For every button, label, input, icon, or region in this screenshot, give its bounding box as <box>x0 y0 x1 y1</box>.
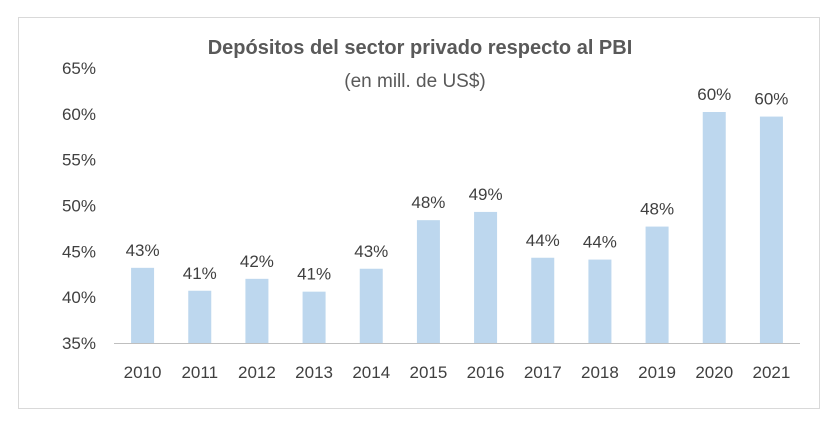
bar <box>759 116 783 343</box>
y-tick-label: 45% <box>62 242 96 261</box>
x-tick-label: 2012 <box>238 363 276 382</box>
data-label: 42% <box>240 252 274 271</box>
data-label: 48% <box>411 193 445 212</box>
y-tick-label: 55% <box>62 151 96 170</box>
x-tick-label: 2018 <box>581 363 619 382</box>
y-tick-label: 65% <box>62 59 96 78</box>
bar <box>474 211 498 343</box>
data-label: 44% <box>583 233 617 252</box>
chart-subtitle: (en mill. de US$) <box>344 71 486 92</box>
bar <box>645 226 669 343</box>
bar <box>588 259 612 343</box>
bar <box>702 112 726 343</box>
bar <box>188 290 212 343</box>
data-label: 49% <box>469 185 503 204</box>
data-label: 48% <box>640 200 674 219</box>
x-tick-label: 2015 <box>410 363 448 382</box>
bar <box>131 267 155 343</box>
x-tick-label: 2010 <box>124 363 162 382</box>
data-label: 41% <box>297 265 331 284</box>
chart-frame <box>18 17 820 409</box>
x-tick-label: 2016 <box>467 363 505 382</box>
data-label: 60% <box>697 85 731 104</box>
bar <box>416 220 440 343</box>
bars <box>131 112 783 343</box>
bar <box>359 268 383 343</box>
data-label: 43% <box>354 242 388 261</box>
x-tick-label: 2014 <box>352 363 390 382</box>
x-tick-label: 2017 <box>524 363 562 382</box>
x-tick-label: 2019 <box>638 363 676 382</box>
y-tick-label: 35% <box>62 334 96 353</box>
y-tick-label: 40% <box>62 288 96 307</box>
x-tick-label: 2020 <box>695 363 733 382</box>
data-label: 60% <box>754 90 788 109</box>
data-label: 41% <box>183 264 217 283</box>
data-label: 44% <box>526 231 560 250</box>
y-tick-label: 50% <box>62 197 96 216</box>
y-axis: 35% 40% 45% 50% 55% 60% 65% <box>62 59 96 353</box>
chart-title: Depósitos del sector privado respecto al… <box>208 37 633 59</box>
x-tick-label: 2021 <box>753 363 791 382</box>
y-tick-label: 60% <box>62 105 96 124</box>
x-axis: 2010 2011 2012 2013 2014 2015 2016 2017 2018 2019… <box>124 363 791 382</box>
data-labels: 43% 41% 42% 41% 43% 48% 49% 44% 44% 48% 60% 60% <box>126 85 789 284</box>
x-tick-label: 2013 <box>295 363 333 382</box>
data-label: 43% <box>126 241 160 260</box>
bar <box>531 257 555 343</box>
x-tick-label: 2011 <box>181 363 218 382</box>
bar <box>245 278 269 343</box>
bar <box>302 291 326 343</box>
